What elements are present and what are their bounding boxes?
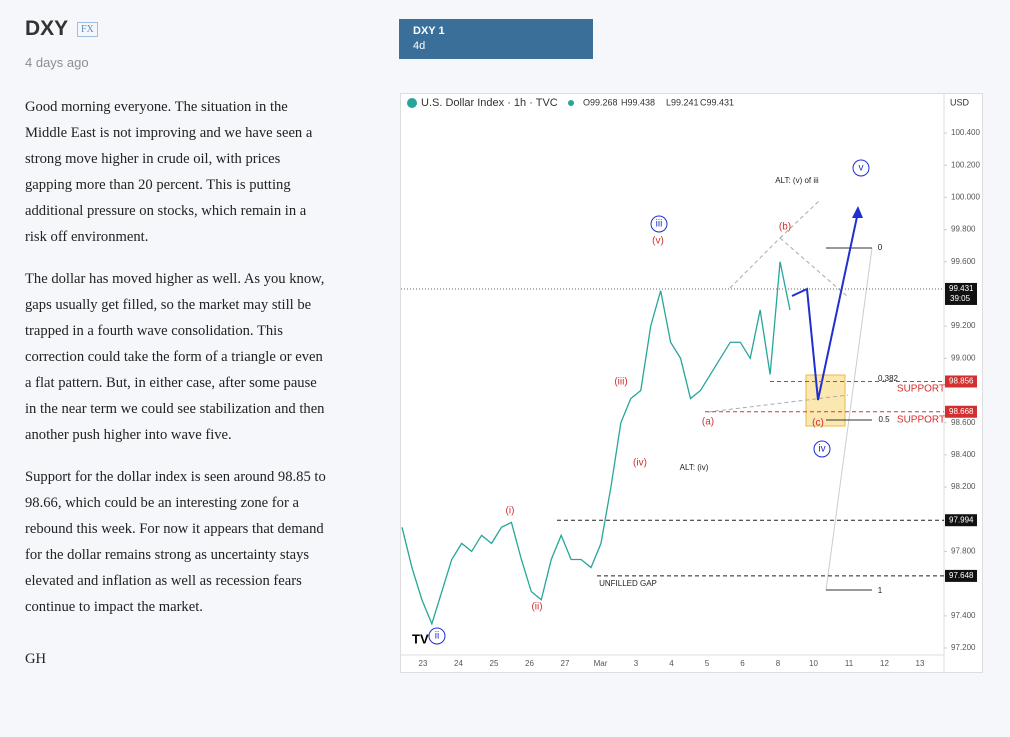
x-tick-label: 10: [809, 659, 818, 668]
price-tag-label: 97.994: [949, 515, 974, 524]
x-tick-label: 6: [740, 659, 745, 668]
annotation: SUPPORT: [897, 384, 945, 395]
x-tick-label: 23: [419, 659, 428, 668]
triangle-line: [779, 199, 821, 239]
symbol-icon: [407, 98, 417, 108]
tab-label: DXY 1: [413, 25, 445, 37]
annotation: (ii): [531, 602, 542, 613]
chart-title: U.S. Dollar Index · 1h · TVC: [421, 97, 558, 109]
countdown: 39:05: [950, 294, 971, 303]
paragraph: Support for the dollar index is seen aro…: [25, 469, 326, 615]
post-time: 4 days ago: [25, 55, 89, 70]
x-tick-label: Mar: [594, 659, 608, 668]
x-tick-label: 8: [776, 659, 781, 668]
x-tick-label: 26: [525, 659, 534, 668]
ohlc: C99.431: [700, 97, 734, 107]
wave-circle: [650, 215, 668, 233]
annotation: (iii): [614, 377, 627, 388]
x-tick-label: 25: [490, 659, 499, 668]
annotation: (a): [702, 417, 714, 428]
y-tick-label: 99.800: [951, 225, 976, 234]
ohlc: H99.438: [621, 97, 655, 107]
x-tick-label: 5: [705, 659, 710, 668]
paragraph: The dollar has moved higher as well. As …: [25, 271, 325, 443]
x-tick-label: 24: [454, 659, 463, 668]
signature: GH: [25, 651, 47, 667]
annotation: 1: [878, 586, 883, 595]
projection: [791, 211, 859, 401]
price-tag: [945, 405, 977, 418]
post-title: DXY: [25, 17, 69, 40]
wave-circle: [813, 440, 831, 458]
post-body: Good morning everyone. The situation in …: [25, 94, 330, 688]
triangle-line: [779, 237, 849, 298]
annotation: (v): [652, 236, 664, 247]
y-tick-label: 99.000: [951, 353, 976, 362]
annotation: iv: [818, 444, 825, 455]
wave-circle: [852, 159, 870, 177]
chart: TV U.S. Dollar Index · 1h · TVC O99.268 H9…: [400, 93, 983, 673]
y-tick-label: 100.400: [951, 128, 980, 137]
triangle-line: [729, 237, 781, 289]
y-tick-label: 100.200: [951, 160, 980, 169]
price-tag: [945, 282, 977, 305]
y-tick-label: 97.400: [951, 611, 976, 620]
fib-line: [825, 247, 873, 591]
annotation: ii: [435, 631, 439, 642]
currency: USD: [950, 97, 970, 107]
annotation: (iv): [633, 458, 647, 469]
y-tick-label: 98.600: [951, 418, 976, 427]
logo: TV: [412, 631, 429, 646]
ohlc: L99.241: [666, 97, 699, 107]
price-tag-label: 97.648: [949, 571, 974, 580]
annotation: UNFILLED GAP: [599, 579, 657, 588]
y-tick-label: 98.200: [951, 482, 976, 491]
y-tick-label: 97.200: [951, 643, 976, 652]
live-dot: [568, 100, 574, 106]
x-tick-label: 11: [845, 659, 854, 668]
y-tick-label: 99.600: [951, 257, 976, 266]
triangle-line: [707, 394, 849, 413]
annotation: (b): [779, 222, 791, 233]
y-tick-label: 97.800: [951, 547, 976, 556]
annotation: 0.382: [878, 374, 899, 383]
projection-arrow: [852, 206, 863, 218]
y-tick-label: 99.200: [951, 321, 976, 330]
x-tick-label: 27: [561, 659, 570, 668]
price-tag-label: 98.856: [949, 377, 974, 386]
ohlc: O99.268: [583, 97, 618, 107]
chart-tab[interactable]: DXY 1 4d: [399, 19, 593, 59]
y-tick-label: 100.000: [951, 192, 980, 201]
x-tick-label: 3: [634, 659, 639, 668]
annotation: SUPPORT: [897, 415, 945, 426]
price-line: [401, 261, 791, 626]
annotation: ALT: (v) of iii: [775, 176, 819, 185]
tab-sub: 4d: [413, 40, 426, 52]
target-zone: [805, 374, 846, 427]
x-tick-label: 13: [916, 659, 925, 668]
annotation: (c): [812, 418, 824, 429]
price-tag: [945, 569, 977, 582]
annotation: 0.5: [878, 415, 890, 424]
price-tag: [945, 514, 977, 527]
x-tick-label: 12: [880, 659, 889, 668]
annotation: (i): [506, 506, 515, 517]
wave-circle: [428, 627, 446, 645]
annotation: iii: [656, 219, 663, 230]
y-tick-label: 98.400: [951, 450, 976, 459]
price-tag: [945, 375, 977, 388]
annotation: 0: [878, 243, 883, 252]
price-tag-label: 98.668: [949, 407, 974, 416]
price-tag-label: 99.431: [949, 284, 974, 293]
annotation: v: [859, 163, 864, 174]
x-tick-label: 4: [669, 659, 674, 668]
badge[interactable]: FX: [77, 22, 98, 37]
paragraph: Good morning everyone. The situation in …: [25, 99, 313, 245]
annotation: ALT: (iv): [680, 463, 709, 472]
